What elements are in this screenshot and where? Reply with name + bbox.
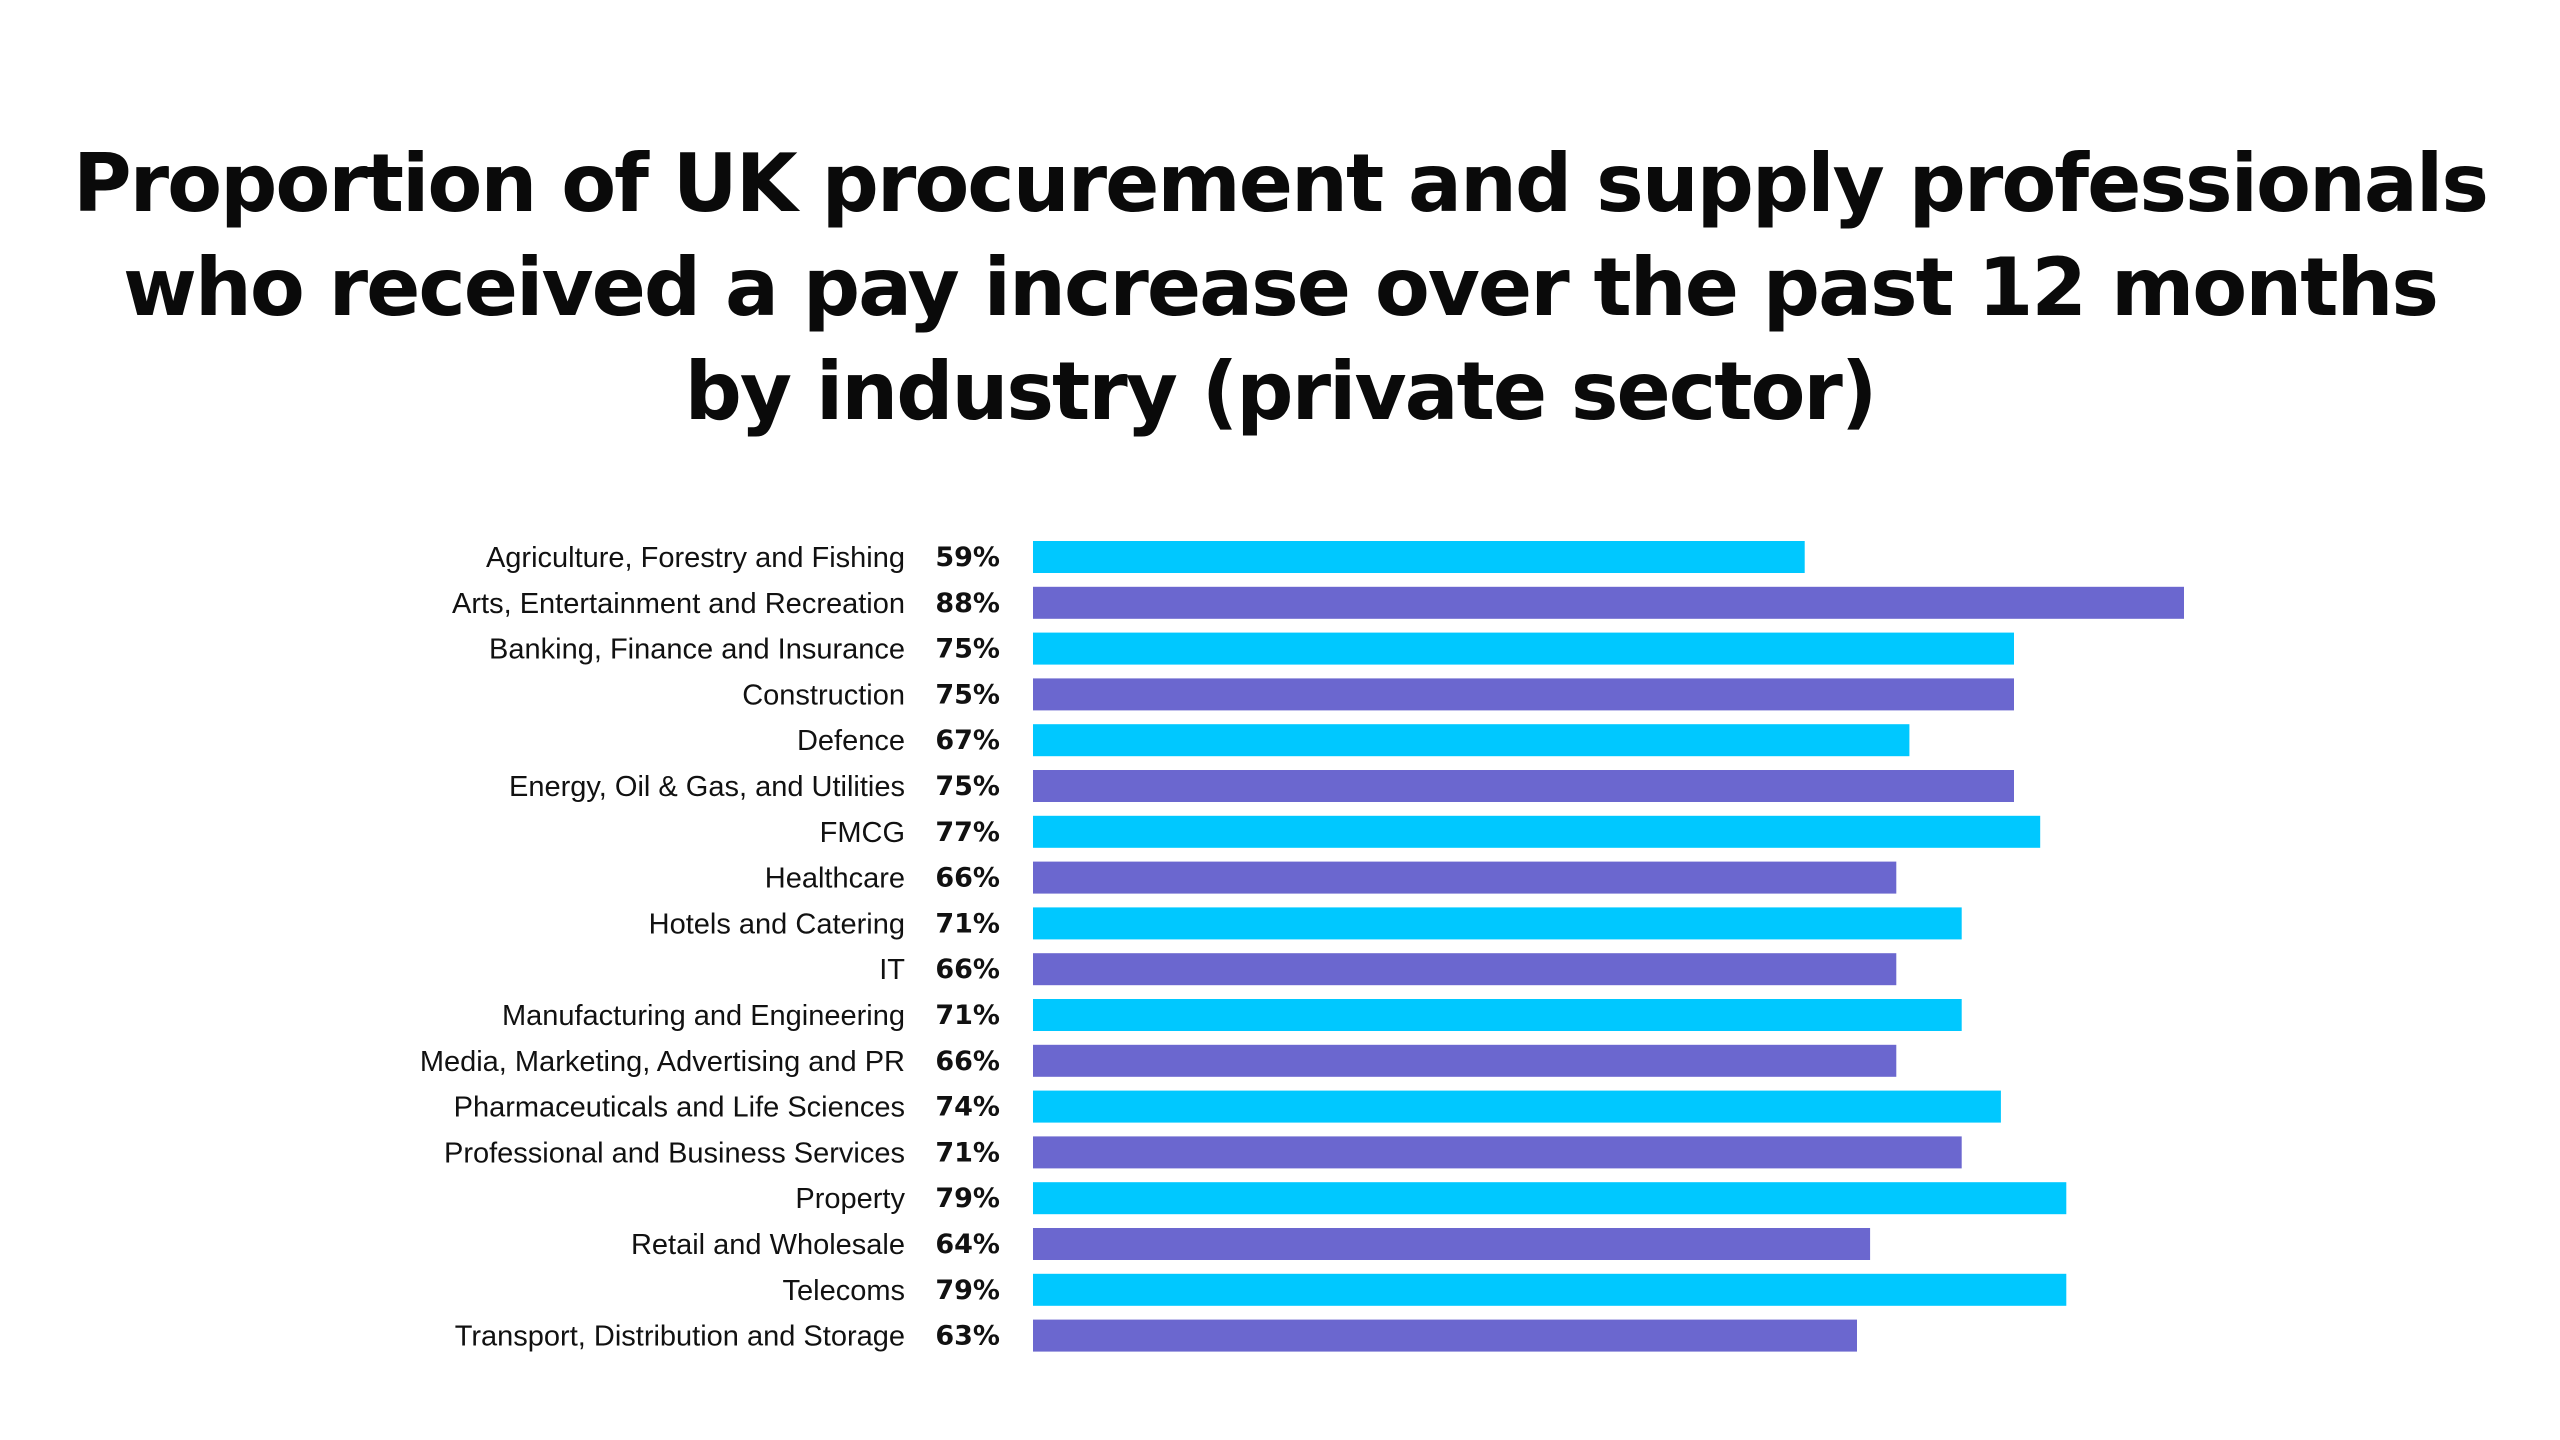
bar <box>1033 1090 2001 1123</box>
value-label: 71% <box>935 1137 1000 1168</box>
category-label: Manufacturing and Engineering <box>502 1000 905 1032</box>
bar <box>1033 907 1962 940</box>
value-label: 59% <box>935 542 1000 573</box>
bar <box>1033 1182 2067 1215</box>
category-label: Hotels and Catering <box>649 908 905 940</box>
category-label: Transport, Distribution and Storage <box>455 1321 905 1353</box>
value-label: 63% <box>935 1321 1000 1352</box>
category-label: Pharmaceuticals and Life Sciences <box>454 1092 905 1124</box>
bar <box>1033 999 1962 1031</box>
category-label: Professional and Business Services <box>444 1137 905 1169</box>
bar <box>1033 1136 1962 1169</box>
chart-title-line-1: Proportion of UK procurement and supply … <box>73 137 2489 230</box>
category-label: Arts, Entertainment and Recreation <box>452 588 905 620</box>
category-label: IT <box>879 954 905 986</box>
category-label: Banking, Finance and Insurance <box>489 634 905 666</box>
category-label: Media, Marketing, Advertising and PR <box>420 1046 905 1078</box>
category-label: Retail and Wholesale <box>631 1229 905 1261</box>
category-label: Defence <box>797 725 905 757</box>
category-label: Agriculture, Forestry and Fishing <box>486 542 905 574</box>
bar <box>1033 770 2014 802</box>
chart-title: Proportion of UK procurement and supply … <box>0 132 2560 444</box>
bar <box>1033 861 1897 894</box>
bar <box>1033 678 2014 711</box>
chart-title-line-3: by industry (private sector) <box>684 345 1878 438</box>
bar <box>1033 953 1897 986</box>
value-label: 74% <box>935 1092 1000 1123</box>
bar <box>1033 632 2014 665</box>
category-label: Healthcare <box>765 863 905 895</box>
value-label: 75% <box>935 634 1000 665</box>
category-label: Energy, Oil & Gas, and Utilities <box>509 771 905 803</box>
value-label: 67% <box>935 725 1000 756</box>
category-label: Construction <box>742 679 905 711</box>
bar <box>1033 1228 1871 1260</box>
value-label: 79% <box>935 1183 1000 1214</box>
category-label: FMCG <box>820 817 905 849</box>
bar <box>1033 1273 2067 1306</box>
bar <box>1033 586 2184 619</box>
bar <box>1033 541 1805 573</box>
value-label: 71% <box>935 1000 1000 1031</box>
bar <box>1033 724 1910 757</box>
value-label: 66% <box>935 1046 1000 1077</box>
bar <box>1033 815 2041 848</box>
bar <box>1033 1044 1897 1077</box>
value-label: 88% <box>935 588 1000 619</box>
category-label: Telecoms <box>783 1275 906 1307</box>
value-label: 77% <box>935 817 1000 848</box>
value-label: 75% <box>935 771 1000 802</box>
value-label: 64% <box>935 1229 1000 1260</box>
chart-title-line-2: who received a pay increase over the pas… <box>122 241 2439 334</box>
value-label: 66% <box>935 863 1000 894</box>
value-label: 71% <box>935 908 1000 939</box>
value-label: 66% <box>935 954 1000 985</box>
value-label: 75% <box>935 679 1000 710</box>
value-label: 79% <box>935 1275 1000 1306</box>
bar <box>1033 1319 1857 1352</box>
category-label: Property <box>795 1183 905 1215</box>
